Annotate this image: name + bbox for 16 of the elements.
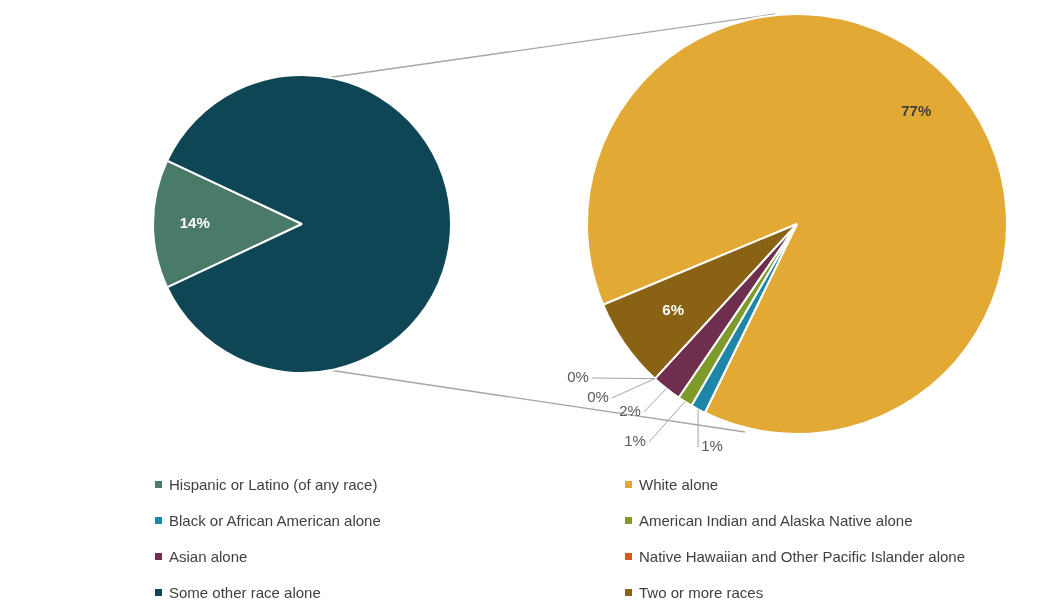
text: 0% xyxy=(567,368,589,386)
legend-label: Native Hawaiian and Other Pacific Islander alone xyxy=(639,547,966,565)
legend-label: White alone xyxy=(639,475,719,493)
legend-label: Two or more races xyxy=(639,583,764,601)
legend-label: Black or African American alone xyxy=(169,511,381,529)
data-label: 77% xyxy=(901,101,932,119)
data-label: 2% xyxy=(619,402,641,420)
data-label: 14% xyxy=(179,214,210,232)
legend-label: Hispanic or Latino (of any race) xyxy=(169,475,378,493)
data-label: 1% xyxy=(624,432,646,450)
text: 0% xyxy=(587,388,609,406)
category-label: Some other race alone xyxy=(169,583,321,601)
data-label: 1% xyxy=(701,437,723,455)
legend-label: Asian alone xyxy=(169,547,248,565)
data-label: 6% xyxy=(662,300,685,318)
legend-label: American Indian and Alaska Native alone xyxy=(639,511,913,529)
